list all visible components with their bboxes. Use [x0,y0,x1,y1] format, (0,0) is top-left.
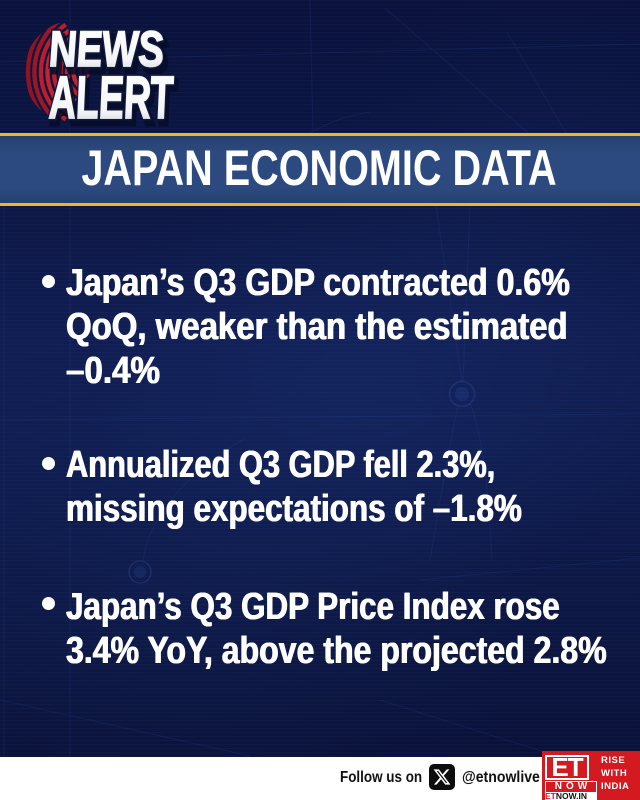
svg-text:ALERT: ALERT [44,64,178,131]
svg-text:NEWS: NEWS [50,27,170,82]
svg-text:ALERT: ALERT [47,69,181,136]
svg-text:ALERT: ALERT [44,64,178,131]
svg-text:NEWS: NEWS [47,22,167,77]
svg-text:NEWS: NEWS [47,22,167,77]
